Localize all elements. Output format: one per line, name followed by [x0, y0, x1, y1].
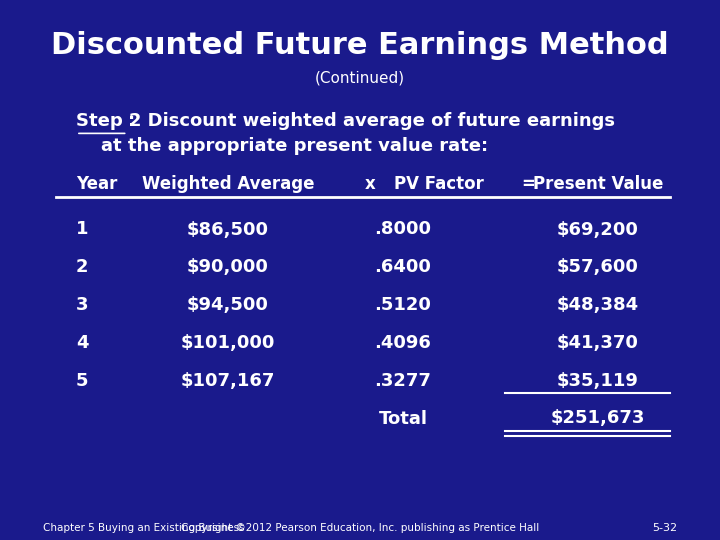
Text: .8000: .8000 [374, 220, 431, 239]
Text: Discounted Future Earnings Method: Discounted Future Earnings Method [51, 31, 669, 60]
Text: 1: 1 [76, 220, 89, 239]
Text: =: = [521, 174, 536, 193]
Text: $101,000: $101,000 [181, 334, 275, 352]
Text: Present Value: Present Value [533, 174, 663, 193]
Text: $41,370: $41,370 [557, 334, 639, 352]
Text: $35,119: $35,119 [557, 372, 639, 390]
Text: Step 2: Step 2 [76, 112, 142, 131]
Text: x: x [364, 174, 375, 193]
Text: :  Discount weighted average of future earnings: : Discount weighted average of future ea… [127, 112, 615, 131]
Text: .4096: .4096 [374, 334, 431, 352]
Text: PV Factor: PV Factor [395, 174, 484, 193]
Text: $90,000: $90,000 [187, 258, 269, 276]
Text: 2: 2 [76, 258, 89, 276]
Text: .6400: .6400 [374, 258, 431, 276]
Text: 5-32: 5-32 [652, 523, 677, 533]
Text: $251,673: $251,673 [551, 409, 645, 428]
Text: $69,200: $69,200 [557, 220, 639, 239]
Text: at the appropriate present value rate:: at the appropriate present value rate: [76, 137, 488, 155]
Text: Chapter 5 Buying an Existing Business: Chapter 5 Buying an Existing Business [43, 523, 245, 533]
Text: Weighted Average: Weighted Average [142, 174, 314, 193]
Text: $86,500: $86,500 [187, 220, 269, 239]
Text: 3: 3 [76, 296, 89, 314]
Text: $57,600: $57,600 [557, 258, 639, 276]
Text: 4: 4 [76, 334, 89, 352]
Text: 5: 5 [76, 372, 89, 390]
Text: $107,167: $107,167 [181, 372, 275, 390]
Text: .3277: .3277 [374, 372, 431, 390]
Text: Total: Total [379, 409, 428, 428]
Text: .5120: .5120 [374, 296, 431, 314]
Text: Copyright ©2012 Pearson Education, Inc. publishing as Prentice Hall: Copyright ©2012 Pearson Education, Inc. … [181, 523, 539, 533]
Text: $94,500: $94,500 [187, 296, 269, 314]
Text: Year: Year [76, 174, 117, 193]
Text: $48,384: $48,384 [557, 296, 639, 314]
Text: (Continued): (Continued) [315, 71, 405, 86]
